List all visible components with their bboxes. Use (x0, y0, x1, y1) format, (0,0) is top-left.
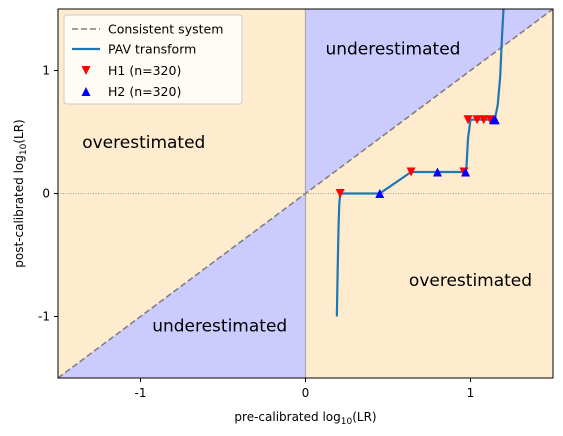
y-tick-label: 0 (42, 187, 50, 201)
legend-label-h1: H1 (n=320) (108, 63, 181, 78)
x-axis-label: pre-calibrated log10(LR) (234, 410, 376, 427)
x-axis-ticks: -1 0 1 (135, 378, 475, 400)
h1-marker (472, 115, 482, 125)
x-tick-label: 0 (302, 386, 310, 400)
h1-marker (406, 167, 416, 177)
region-label: underestimated (152, 316, 287, 336)
y-axis-ticks: -1 0 1 (38, 64, 58, 324)
markers-layer (335, 115, 500, 198)
h2-marker (375, 189, 385, 198)
y-axis-label-suffix: (LR) (12, 119, 26, 143)
h1-marker (463, 115, 473, 125)
h2-marker (433, 167, 442, 177)
y-axis-label-subscript: 10 (19, 143, 29, 155)
legend-swatch-h2 (81, 87, 91, 96)
h2-marker (490, 115, 500, 125)
series-consistent-line (58, 9, 553, 378)
x-axis-label-subscript: 10 (341, 417, 353, 427)
h1-marker (335, 189, 345, 198)
x-tick-label: 1 (467, 386, 475, 400)
region-labels: underestimated overestimated overestimated… (82, 40, 532, 337)
legend: Consistent system PAV transform H1 (n=32… (63, 14, 243, 105)
region-label: underestimated (325, 40, 460, 60)
region-label: overestimated (409, 271, 532, 291)
h2-marker (461, 167, 471, 177)
x-axis-label-suffix: (LR) (352, 410, 376, 424)
y-tick-label: -1 (38, 310, 50, 324)
legend-label-h2: H2 (n=320) (108, 84, 181, 99)
x-tick-label: -1 (135, 386, 147, 400)
legend-label-consistent: Consistent system (108, 22, 223, 37)
region-label: overestimated (82, 133, 205, 153)
legend-swatch-h1 (81, 66, 91, 75)
legend-box (63, 14, 243, 105)
y-tick-label: 1 (42, 64, 50, 78)
y-axis-label: post-calibrated log10(LR) (12, 119, 29, 267)
legend-label-pav: PAV transform (108, 42, 196, 57)
h1-marker (479, 115, 489, 125)
